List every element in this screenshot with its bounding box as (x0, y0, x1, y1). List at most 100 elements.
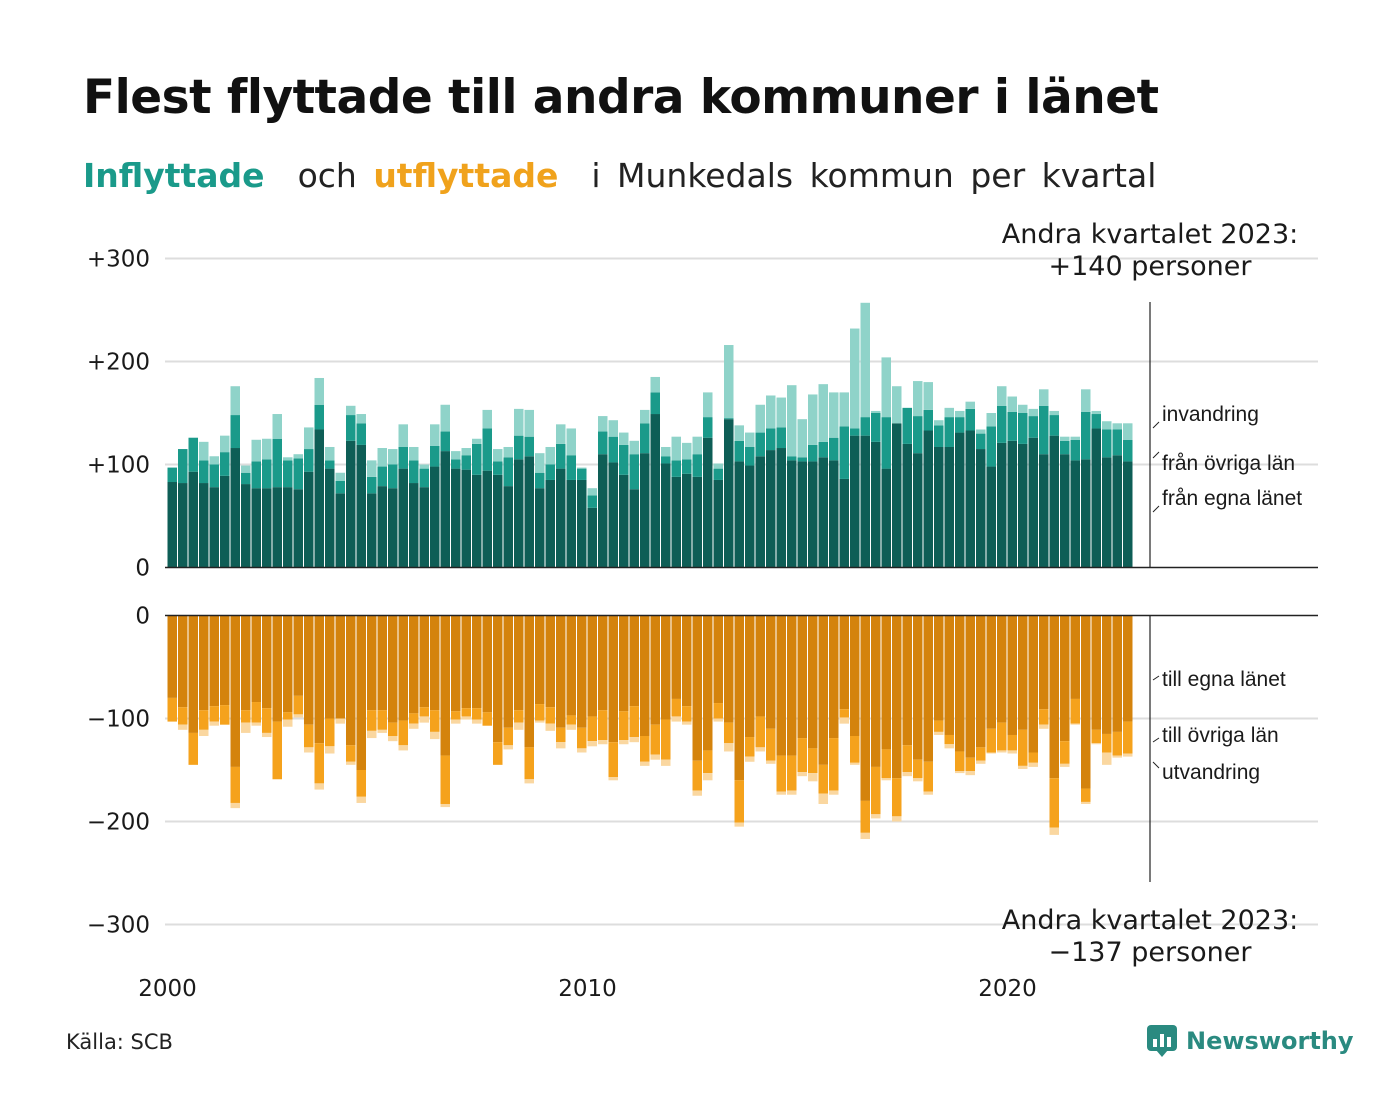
bar-in-own (797, 461, 807, 568)
bar-in-other (577, 468, 587, 480)
bar-in-other (556, 443, 566, 469)
bar-in-own (871, 441, 881, 568)
bar-in-own (713, 479, 723, 568)
bar-in-abroad (682, 442, 692, 460)
bar-out-abroad (335, 718, 345, 724)
bar-out-other (1112, 731, 1122, 756)
bar-out-other (178, 707, 188, 725)
bar-in-abroad (944, 407, 954, 418)
bar-out-other (1102, 733, 1112, 753)
bar-in-own (608, 462, 618, 568)
bar-out-own (461, 615, 471, 709)
bar-in-abroad (1091, 410, 1101, 415)
bar-in-other (325, 460, 335, 469)
bar-in-other (524, 436, 534, 457)
bar-out-abroad (230, 802, 240, 809)
bar-in-own (199, 483, 209, 568)
bar-in-own (839, 478, 849, 568)
bar-in-own (955, 432, 965, 568)
annotation-top-line2: +140 personer (1048, 251, 1252, 282)
bar-out-own (650, 615, 660, 725)
bar-out-own (1091, 615, 1101, 730)
bar-in-own (808, 461, 818, 568)
bar-out-own (535, 615, 545, 705)
bar-in-other (776, 427, 786, 449)
bar-in-other (682, 459, 692, 474)
bar-out-own (797, 615, 807, 739)
bar-out-other (556, 727, 566, 743)
bar-out-other (671, 698, 681, 717)
y-tick-out: −100 (87, 707, 150, 733)
bar-out-own (346, 615, 356, 746)
bar-in-other (419, 468, 429, 488)
bar-in-other (881, 417, 891, 469)
bar-out-other (755, 716, 765, 748)
bar-in-abroad (346, 405, 356, 416)
bar-out-own (566, 615, 576, 716)
bar-out-abroad (377, 729, 387, 733)
bar-in-abroad (419, 464, 429, 469)
bar-in-own (703, 437, 713, 568)
bar-out-other (640, 736, 650, 762)
bar-in-other (661, 456, 671, 464)
bar-out-abroad (829, 790, 839, 795)
bar-out-other (482, 712, 492, 726)
bar-out-abroad (178, 724, 188, 730)
bar-in-own (335, 493, 345, 568)
bar-out-abroad (976, 760, 986, 764)
bar-in-other (839, 426, 849, 479)
subtitle-utflyttade: utflyttade (373, 156, 559, 195)
bar-out-abroad (241, 722, 251, 733)
annotation-bottom-line1: Andra kvartalet 2023: (1002, 905, 1298, 936)
bar-out-own (304, 615, 314, 725)
bar-out-other (377, 710, 387, 730)
legend-leader-in (1152, 505, 1160, 513)
bar-out-abroad (1060, 763, 1070, 767)
legend-label-out: till övriga län (1162, 724, 1279, 747)
bar-in-abroad (734, 425, 744, 441)
bar-out-other (776, 755, 786, 792)
bar-in-other (356, 423, 366, 445)
bar-in-abroad (388, 449, 398, 465)
bar-out-other (451, 711, 461, 720)
bar-in-abroad (356, 414, 366, 424)
bar-out-own (776, 615, 786, 756)
legend-label-in: från övriga län (1162, 452, 1295, 475)
bar-in-other (1070, 439, 1080, 461)
bar-out-abroad (787, 790, 797, 795)
bar-out-abroad (577, 748, 587, 753)
bar-out-abroad (556, 742, 566, 749)
bar-in-other (755, 432, 765, 457)
bar-in-own (1112, 455, 1122, 568)
bar-out-other (839, 709, 849, 718)
bar-out-other (251, 702, 261, 723)
bar-out-other (409, 713, 419, 724)
bar-out-own (545, 615, 555, 708)
bar-in-own (934, 446, 944, 568)
bar-out-own (829, 615, 839, 739)
bar-in-other (503, 457, 513, 487)
bar-in-abroad (808, 394, 818, 445)
bar-in-own (482, 470, 492, 568)
bar-out-abroad (1028, 762, 1038, 767)
bar-out-own (577, 615, 587, 728)
legend-label-out: utvandring (1162, 761, 1260, 784)
bar-in-other (598, 431, 608, 455)
bar-in-own (829, 460, 839, 568)
legend-leader-out (1152, 675, 1160, 681)
bar-in-abroad (1039, 389, 1049, 406)
bar-in-abroad (619, 432, 629, 445)
bar-in-other (850, 428, 860, 436)
bar-out-own (703, 615, 713, 751)
bar-out-other (976, 747, 986, 761)
bar-in-abroad (1049, 410, 1059, 416)
bar-out-other (566, 715, 576, 725)
bar-in-own (1039, 454, 1049, 568)
bar-out-abroad (346, 761, 356, 765)
bar-out-abroad (734, 822, 744, 827)
bar-in-other (629, 454, 639, 490)
bar-out-abroad (545, 723, 555, 731)
bar-out-other (346, 745, 356, 762)
bar-in-abroad (1060, 436, 1070, 441)
bar-out-abroad (409, 723, 419, 729)
